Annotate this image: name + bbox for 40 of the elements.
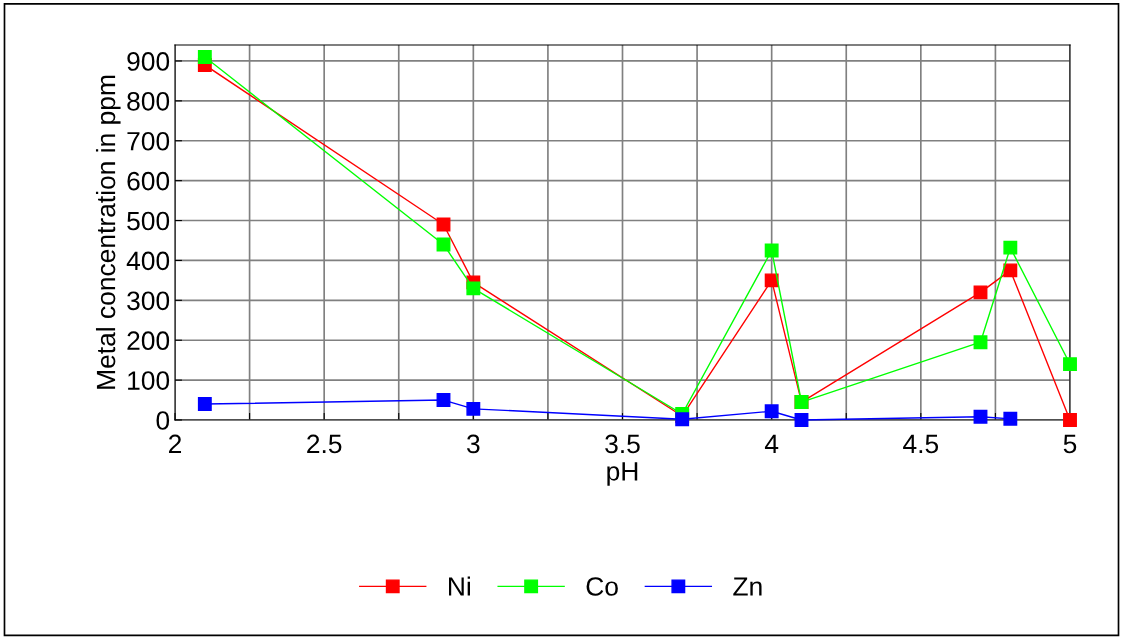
y-tick-label: 900 [127,52,170,71]
point [794,413,809,427]
legend-label: Co [586,577,618,596]
y-tick-label: 100 [128,371,170,390]
y-tick-label: 500 [127,211,170,231]
x-tick-label: 5 [1063,434,1077,454]
legend-label: Zn [733,577,762,596]
x-tick-label: 4 [764,434,779,454]
y-tick-label: 600 [127,171,170,191]
point [764,273,779,288]
point [764,243,779,258]
point [1003,411,1018,426]
point [1003,263,1018,278]
y-tick-label: 200 [127,331,170,351]
y-tick-label: 800 [127,91,170,111]
point [466,281,481,296]
point [1063,357,1077,372]
point [197,397,212,411]
x-axis-title: pH [607,462,638,486]
x-tick-label: 3.5 [605,434,640,454]
point [973,335,988,350]
point [197,50,212,64]
y-tick-label: 0 [156,411,170,430]
point [764,404,779,419]
point [675,412,690,427]
y-tick-label: 300 [127,291,170,311]
point [1003,240,1018,255]
y-tick-label: 700 [127,131,170,151]
x-tick-label: 3 [467,434,480,454]
x-tick-label: 2 [168,434,182,454]
x-tick-label: 4.5 [903,434,939,454]
y-axis-title: Metal concentration in ppm [95,75,121,389]
point [466,401,481,416]
x-tick-label: 2.5 [307,434,342,454]
point [1063,413,1077,427]
y-tick-label: 400 [126,251,170,271]
point [973,285,988,300]
point [973,409,988,424]
point [436,393,451,407]
legend-label: Ni [449,576,470,596]
